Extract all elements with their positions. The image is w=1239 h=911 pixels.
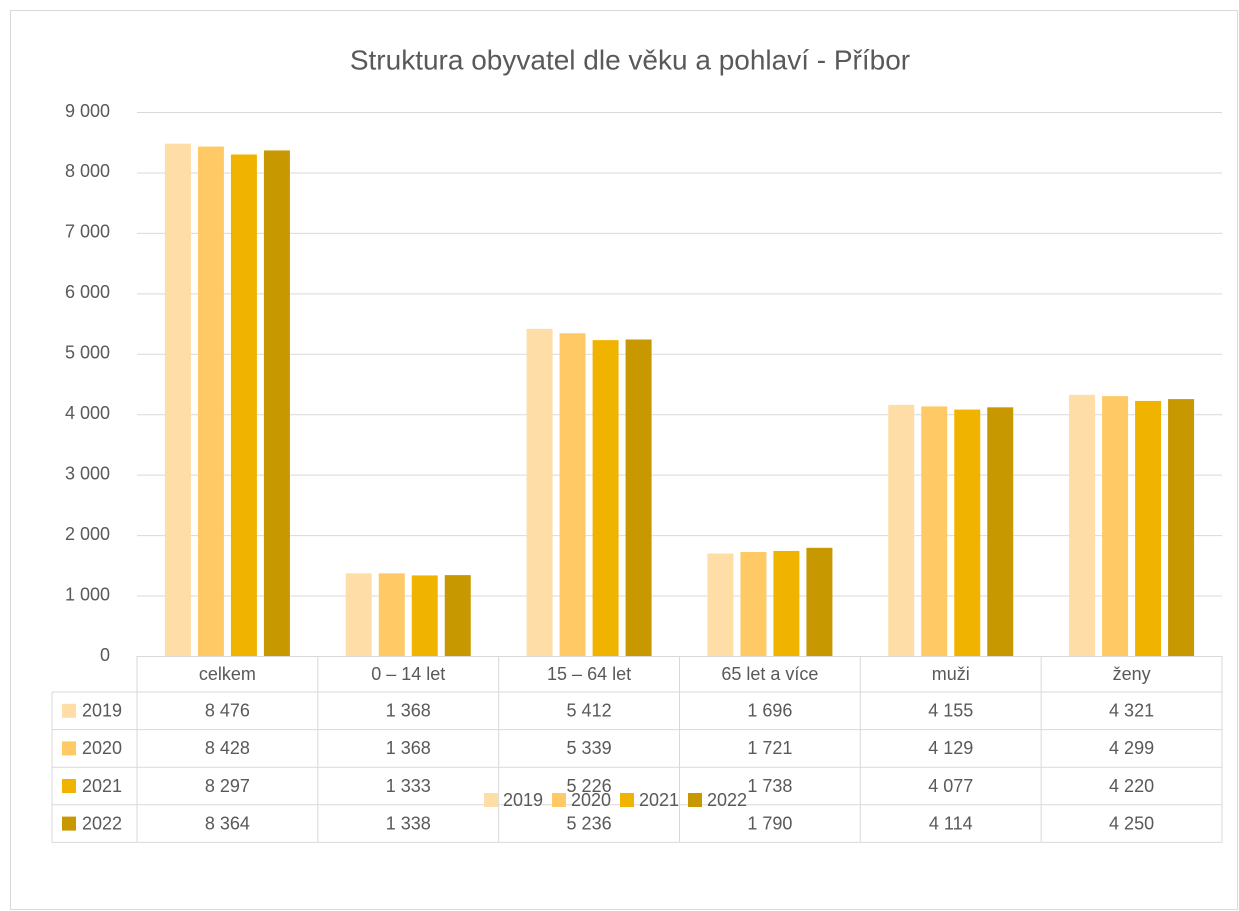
y-tick-label: 3 000 — [65, 463, 110, 483]
table-cell: 4 321 — [1109, 701, 1154, 721]
table-cell: 1 790 — [747, 813, 792, 833]
table-legend-key — [62, 779, 76, 793]
y-tick-label: 6 000 — [65, 282, 110, 302]
table-legend-key — [62, 741, 76, 756]
bar — [263, 150, 290, 656]
bar — [197, 146, 224, 656]
bar — [444, 575, 471, 656]
table-cell: 8 297 — [205, 776, 250, 796]
table-cell: 5 226 — [567, 776, 612, 796]
table-cell: 4 155 — [928, 701, 973, 721]
x-tick-label: 65 let a více — [721, 664, 818, 684]
table-cell: 1 338 — [386, 813, 431, 833]
table-cell: 8 476 — [205, 701, 250, 721]
table-cell: 1 368 — [386, 701, 431, 721]
x-tick-label: muži — [932, 664, 970, 684]
bar — [230, 154, 257, 657]
bar — [987, 407, 1014, 656]
bar — [773, 550, 800, 656]
table-row-label: 2022 — [82, 813, 122, 833]
legend-label: 2019 — [503, 790, 543, 810]
y-tick-label: 7 000 — [65, 222, 110, 242]
bar — [806, 547, 833, 656]
y-tick-label: 5 000 — [65, 343, 110, 363]
legend-key — [484, 793, 498, 807]
table-row-label: 2021 — [82, 776, 122, 796]
x-tick-label: ženy — [1113, 664, 1151, 684]
table-cell: 8 364 — [205, 813, 250, 833]
table-cell: 4 220 — [1109, 776, 1154, 796]
table-legend-key — [62, 703, 76, 718]
bar — [954, 409, 981, 656]
y-tick-label: 0 — [100, 645, 110, 665]
bar — [411, 575, 438, 656]
bar — [1069, 394, 1096, 656]
bar — [1135, 400, 1162, 656]
y-tick-label: 4 000 — [65, 403, 110, 423]
bar — [592, 340, 619, 656]
y-tick-label: 1 000 — [65, 584, 110, 604]
bar — [559, 333, 586, 656]
y-tick-label: 9 000 — [65, 101, 110, 121]
table-cell: 4 077 — [928, 776, 973, 796]
y-tick-label: 8 000 — [65, 161, 110, 181]
table-row-label: 2019 — [82, 701, 122, 721]
table-cell: 5 236 — [567, 813, 612, 833]
table-cell: 4 250 — [1109, 813, 1154, 833]
legend-key — [688, 793, 702, 807]
bar — [625, 339, 652, 656]
table-cell: 1 368 — [386, 738, 431, 758]
table-cell: 4 129 — [928, 738, 973, 758]
bar — [378, 573, 405, 656]
bar — [888, 404, 915, 656]
table-cell: 8 428 — [205, 738, 250, 758]
x-tick-label: 15 – 64 let — [547, 664, 631, 684]
bar — [345, 573, 372, 656]
legend-label: 2022 — [707, 790, 747, 810]
legend-label: 2020 — [571, 790, 611, 810]
legend-label: 2021 — [639, 790, 679, 810]
table-cell: 4 299 — [1109, 738, 1154, 758]
chart-frame — [10, 10, 1238, 910]
bar — [740, 551, 767, 656]
bar — [1168, 399, 1195, 656]
legend-key — [620, 793, 634, 807]
x-tick-label: 0 – 14 let — [371, 664, 445, 684]
table-cell: 1 696 — [747, 701, 792, 721]
table-cell: 5 412 — [567, 701, 612, 721]
y-tick-label: 2 000 — [65, 524, 110, 544]
x-tick-label: celkem — [199, 664, 256, 684]
table-legend-key — [62, 816, 76, 831]
bar — [921, 406, 948, 656]
table-cell: 5 339 — [567, 738, 612, 758]
table-cell: 1 738 — [747, 776, 792, 796]
bar — [707, 553, 734, 656]
table-cell: 1 721 — [747, 738, 792, 758]
bar — [1102, 396, 1129, 656]
bar — [526, 328, 553, 656]
table-cell: 1 333 — [386, 776, 431, 796]
legend-key — [552, 793, 566, 807]
bar — [164, 143, 191, 657]
table-cell: 4 114 — [929, 813, 973, 833]
table-row-label: 2020 — [82, 738, 122, 758]
chart-title: Struktura obyvatel dle věku a pohlaví - … — [350, 44, 910, 75]
